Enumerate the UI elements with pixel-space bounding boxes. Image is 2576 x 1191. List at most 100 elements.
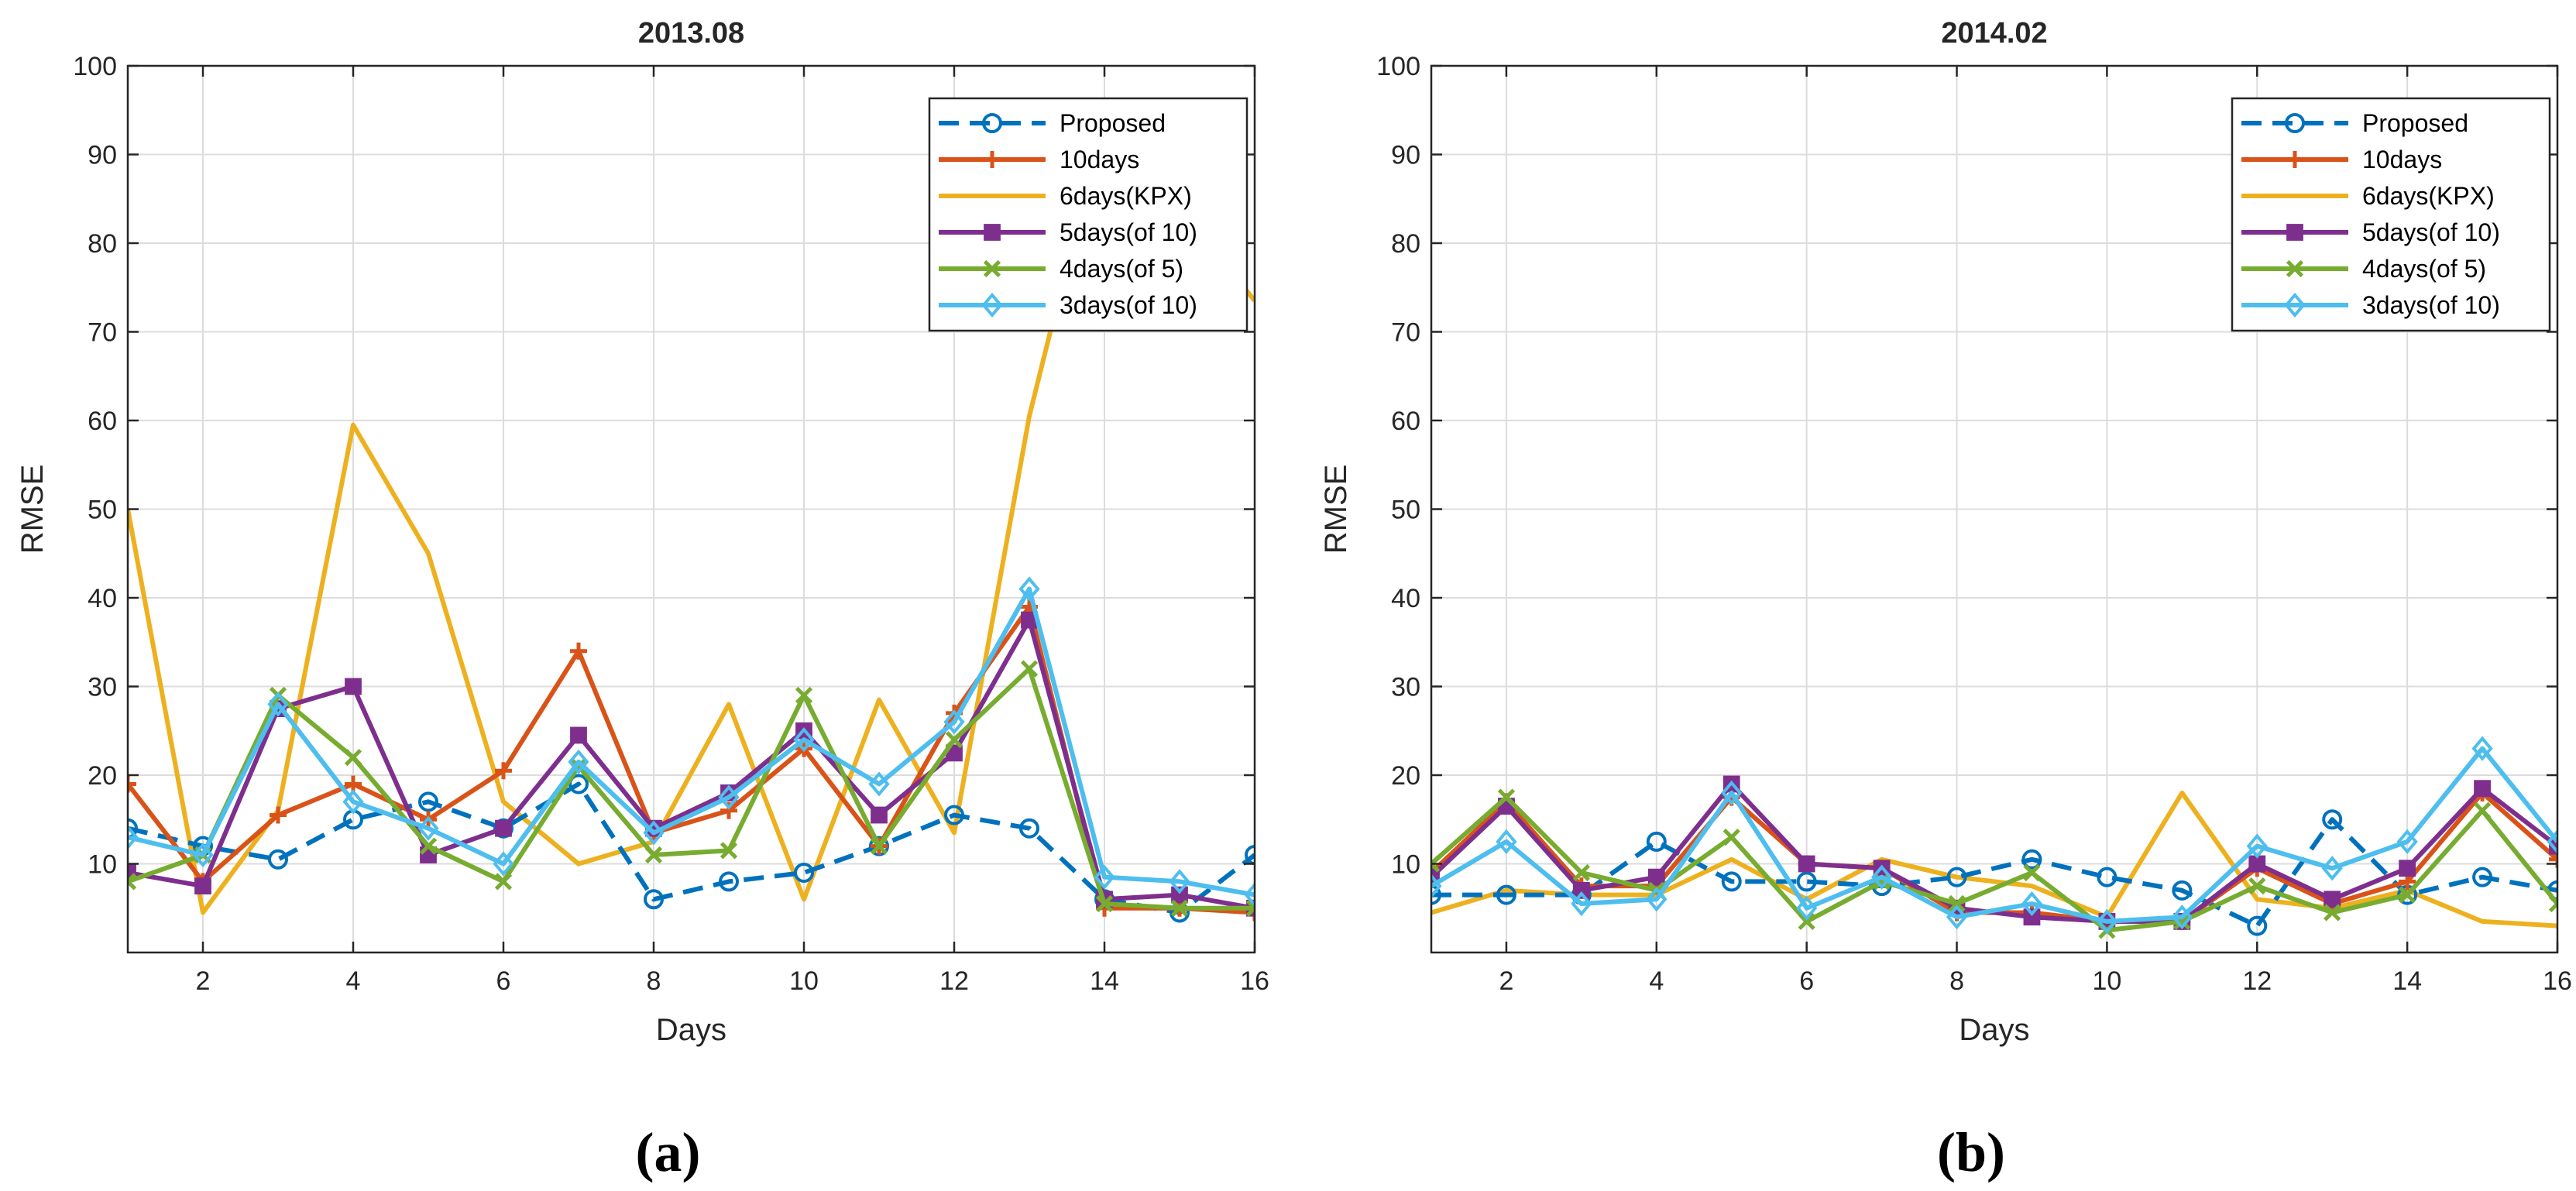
x-tick-label: 6	[496, 966, 511, 996]
series-line-proposed	[1431, 817, 2557, 928]
data-point-proposed	[268, 849, 288, 870]
y-tick-label: 40	[88, 584, 117, 613]
data-point-proposed	[1796, 871, 1817, 892]
data-point-5days-of-10	[2324, 891, 2341, 908]
legend: Proposed 10days 6days(KPX) 5days(of 10) 4day…	[928, 97, 1249, 332]
data-point-4days-of-5	[1245, 899, 1255, 917]
data-point-4days-of-5	[2473, 801, 2492, 819]
x-tick-label: 8	[1949, 966, 1964, 996]
data-point-proposed	[1019, 818, 1039, 839]
data-point-proposed	[2322, 809, 2343, 830]
data-point-4days-of-5	[2548, 894, 2557, 913]
data-point-3days-of-10	[342, 789, 364, 815]
y-tick-label: 30	[1391, 673, 1420, 702]
legend-marker-4days-of-5	[2286, 259, 2304, 278]
y-tick-label: 80	[1391, 229, 1420, 259]
data-point-3days-of-10	[718, 784, 740, 810]
y-tick-label: 50	[1391, 496, 1420, 525]
data-point-3days-of-10	[1870, 864, 1893, 890]
data-point-4days-of-5	[720, 842, 738, 860]
data-point-3days-of-10	[1169, 869, 1190, 894]
data-point-10days	[495, 762, 512, 780]
chart-title-a: 2013.08	[638, 17, 744, 50]
legend-label-4days-of-5: 4days(of 5)	[1060, 255, 1183, 283]
data-point-4days-of-5	[1798, 912, 1815, 931]
data-point-10days	[720, 801, 737, 819]
y-tick-label: 80	[88, 229, 117, 259]
series-line-6days-kpx	[1431, 790, 2557, 928]
data-point-4days-of-5	[1020, 660, 1039, 678]
data-point-3days-of-10	[2246, 833, 2268, 859]
legend-marker-4days-of-5	[983, 259, 1001, 278]
data-point-proposed	[493, 818, 513, 839]
x-tick-label: 2	[1499, 966, 1513, 996]
data-point-3days-of-10	[1496, 829, 1517, 854]
data-point-10days	[2549, 850, 2557, 868]
data-point-proposed	[2021, 849, 2042, 870]
data-point-3days-of-10	[2396, 829, 2418, 854]
data-point-3days-of-10	[2021, 891, 2043, 917]
data-point-3days-of-10	[1721, 780, 1743, 805]
x-axis-label: Days	[1959, 1013, 2029, 1047]
legend-label-10days: 10days	[2362, 146, 2442, 173]
y-tick-label: 60	[1391, 407, 1420, 436]
legend-label-proposed: Proposed	[1060, 109, 1166, 137]
data-point-proposed	[1721, 871, 1742, 892]
legend-marker-3days-of-10	[2284, 292, 2306, 318]
data-point-3days-of-10	[2471, 736, 2493, 761]
y-tick-label: 40	[1391, 584, 1420, 613]
x-tick-label: 6	[1799, 966, 1814, 996]
data-point-4days-of-5	[1948, 894, 1966, 913]
legend-label-5days-of-10: 5days(of 10)	[2362, 218, 2500, 246]
data-point-proposed	[1646, 831, 1667, 852]
y-axis-label: RMSE	[1319, 465, 1353, 554]
data-point-proposed	[1245, 845, 1255, 866]
data-point-4days-of-5	[128, 873, 137, 891]
data-point-5days-of-10	[1171, 886, 1188, 904]
data-point-5days-of-10	[1572, 881, 1590, 899]
data-point-4days-of-5	[795, 686, 813, 705]
x-tick-label: 10	[2092, 966, 2121, 996]
series-line-proposed	[128, 781, 1255, 915]
data-point-4days-of-5	[644, 846, 663, 864]
data-point-5days-of-10	[345, 678, 362, 695]
data-point-3days-of-10	[1431, 874, 1442, 899]
data-point-proposed	[1496, 884, 1516, 905]
series-line-4days-of-5	[1431, 795, 2557, 933]
x-tick-label: 2	[196, 966, 211, 996]
x-tick-label: 16	[1240, 966, 1269, 996]
data-point-4days-of-5	[2399, 886, 2416, 904]
data-point-4days-of-5	[344, 748, 362, 767]
data-point-3days-of-10	[1244, 882, 1255, 908]
data-point-3days-of-10	[2171, 904, 2193, 930]
data-point-5days-of-10	[2023, 908, 2041, 926]
data-point-5days-of-10	[1798, 855, 1815, 873]
data-point-3days-of-10	[793, 727, 815, 753]
data-point-proposed	[1431, 884, 1441, 905]
x-tick-label: 14	[1090, 966, 1119, 996]
x-tick-label: 8	[647, 966, 661, 996]
data-point-proposed	[2097, 867, 2117, 887]
data-point-3days-of-10	[493, 851, 514, 877]
data-point-5days-of-10	[871, 806, 888, 824]
y-tick-label: 10	[88, 850, 117, 880]
x-tick-label: 4	[1649, 966, 1664, 996]
data-point-proposed	[794, 862, 814, 883]
legend-label-5days-of-10: 5days(of 10)	[1060, 218, 1197, 246]
data-point-5days-of-10	[1647, 868, 1665, 886]
data-point-3days-of-10	[417, 815, 439, 841]
chart-panel-a: 2 4 6 8 10 12 14 16 10 20 30 40 50 60 70 80 90 100 2013.08…	[15, 17, 1269, 1183]
data-point-3days-of-10	[868, 771, 890, 797]
legend-label-3days-of-10: 3days(of 10)	[2362, 291, 2500, 319]
x-tick-label: 14	[2392, 966, 2422, 996]
data-point-10days	[270, 806, 287, 824]
x-tick-label: 12	[939, 966, 969, 996]
legend-marker-5days-of-10	[984, 224, 1001, 241]
data-point-3days-of-10	[2096, 908, 2118, 935]
x-tick-label: 16	[2543, 966, 2572, 996]
y-tick-label: 10	[1391, 850, 1420, 880]
data-point-5days-of-10	[194, 877, 211, 895]
panel-caption-b: (b)	[1937, 1121, 2005, 1183]
data-point-proposed	[568, 774, 589, 795]
data-point-10days	[570, 642, 587, 660]
